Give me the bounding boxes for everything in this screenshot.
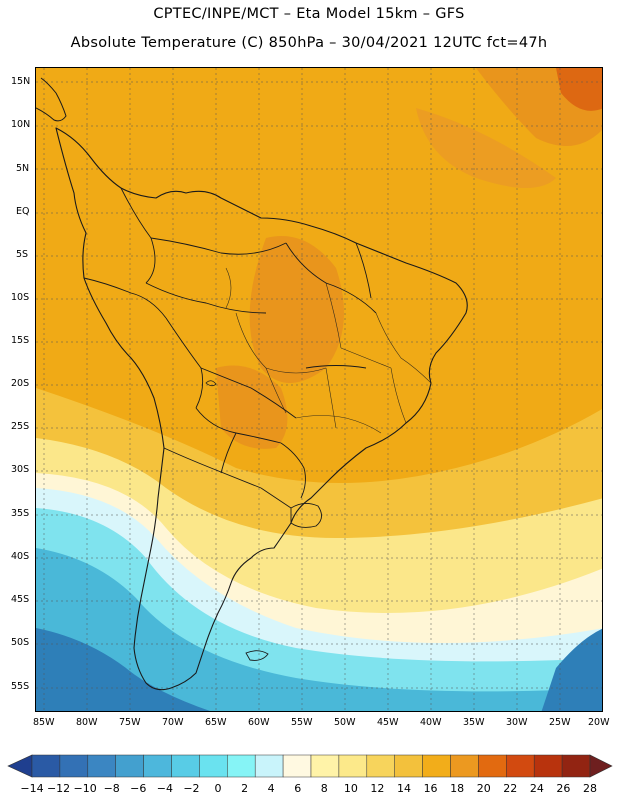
lat-label-eq: EQ (16, 206, 30, 217)
lon-label-40w: 40W (420, 717, 442, 728)
colorbar-tick-label: 8 (320, 782, 328, 795)
colorbar-tick-label: −2 (183, 782, 200, 795)
colorbar-swatch (422, 754, 451, 778)
colorbar-tick-label: 2 (241, 782, 249, 795)
lon-label-85w: 85W (33, 717, 55, 728)
colorbar-tick-label: 16 (423, 782, 438, 795)
colorbar-swatch (87, 754, 116, 778)
colorbar-tick-label: −4 (156, 782, 173, 795)
colorbar-tick-label: 12 (370, 782, 385, 795)
colorbar-swatch (31, 754, 61, 778)
lat-label-25s: 25S (11, 421, 30, 432)
lon-label-75w: 75W (119, 717, 141, 728)
colorbar-tick-label: 10 (343, 782, 358, 795)
colorbar-swatch (338, 754, 368, 778)
lat-label-50s: 50S (11, 637, 30, 648)
colorbar-tick-label: 26 (556, 782, 571, 795)
lon-label-30w: 30W (506, 717, 528, 728)
colorbar-swatch (561, 754, 591, 778)
lat-label-40s: 40S (11, 551, 30, 562)
colorbar-tick-label: −8 (103, 782, 120, 795)
field-cold-blue (36, 548, 602, 711)
field-deep-blue (36, 628, 211, 711)
colorbar-swatch (310, 754, 340, 778)
colorbar-tick-label: −10 (73, 782, 97, 795)
colorbar-tick-label: 24 (529, 782, 544, 795)
lat-label-5n: 5N (16, 163, 30, 174)
colorbar-swatch (366, 754, 395, 778)
country-borders (83, 187, 377, 509)
colorbar-swatch (506, 754, 535, 778)
colorbar-tick-label: 6 (294, 782, 302, 795)
colorbar-swatch (143, 754, 172, 778)
lon-label-45w: 45W (377, 717, 399, 728)
colorbar-swatch (533, 754, 563, 778)
temperature-field (36, 68, 602, 711)
colorbar-swatch (227, 754, 256, 778)
colorbar-svg (7, 754, 613, 778)
lon-label-60w: 60W (248, 717, 270, 728)
field-warm-amazon (249, 236, 344, 383)
lat-label-15n: 15N (11, 76, 31, 87)
lat-label-10n: 10N (11, 119, 31, 130)
colorbar-swatch (199, 754, 228, 778)
falklands-outline (245, 650, 269, 661)
colorbar-tick-label: 0 (214, 782, 222, 795)
lon-label-65w: 65W (205, 717, 227, 728)
lat-label-55s: 55S (11, 681, 30, 692)
colorbar-tick-label: 28 (583, 782, 597, 795)
colorbar-tick-label: 14 (397, 782, 411, 795)
lon-label-20w: 20W (588, 717, 610, 728)
colorbar-tick-label: −14 (20, 782, 44, 795)
field-warm-north (416, 108, 556, 188)
colorbar-tick-label: −12 (46, 782, 71, 795)
lat-label-20s: 20S (11, 378, 30, 389)
colorbar-swatch (478, 754, 507, 778)
colorbar-arrow-left (7, 754, 33, 778)
colorbar-tick-label: 22 (503, 782, 518, 795)
colorbar-arrow-right (589, 754, 613, 778)
colorbar-tick-label: −6 (130, 782, 147, 795)
colorbar-swatch (450, 754, 479, 778)
south-america-outline (55, 127, 468, 691)
uruguay-outline (290, 503, 322, 528)
state-borders (225, 267, 432, 434)
lat-label-45s: 45S (11, 594, 30, 605)
lon-label-70w: 70W (162, 717, 184, 728)
colorbar-swatch (171, 754, 200, 778)
colorbar-swatch (282, 754, 312, 778)
temperature-colorbar (0, 748, 618, 800)
field-hotter-ne (556, 68, 602, 111)
lon-label-80w: 80W (76, 717, 98, 728)
lat-label-30s: 30S (11, 464, 30, 475)
lat-label-35s: 35S (11, 508, 30, 519)
colorbar-tick-label: 18 (450, 782, 465, 795)
lon-label-50w: 50W (334, 717, 356, 728)
lat-label-10s: 10S (11, 292, 30, 303)
lon-label-35w: 35W (463, 717, 485, 728)
lon-label-55w: 55W (291, 717, 313, 728)
colorbar-swatch (394, 754, 423, 778)
central-america-outline (36, 77, 67, 122)
colorbar-swatch (59, 754, 89, 778)
lat-label-5s: 5S (16, 249, 29, 260)
field-warm-chaco (216, 365, 288, 449)
lon-label-25w: 25W (549, 717, 571, 728)
colorbar-tick-label: 20 (476, 782, 491, 795)
field-deep-blue-se (541, 628, 602, 711)
temperature-map (35, 67, 603, 712)
lat-label-15s: 15S (11, 335, 30, 346)
colorbar-swatch (254, 754, 284, 778)
colorbar-swatch (115, 754, 144, 778)
chart-title-line2: Absolute Temperature (C) 850hPa – 30/04/… (70, 35, 548, 51)
colorbar-tick-label: 4 (267, 782, 275, 795)
lake-titicaca (205, 380, 217, 387)
chart-title-line1: CPTEC/INPE/MCT – Eta Model 15km – GFS (153, 6, 465, 22)
